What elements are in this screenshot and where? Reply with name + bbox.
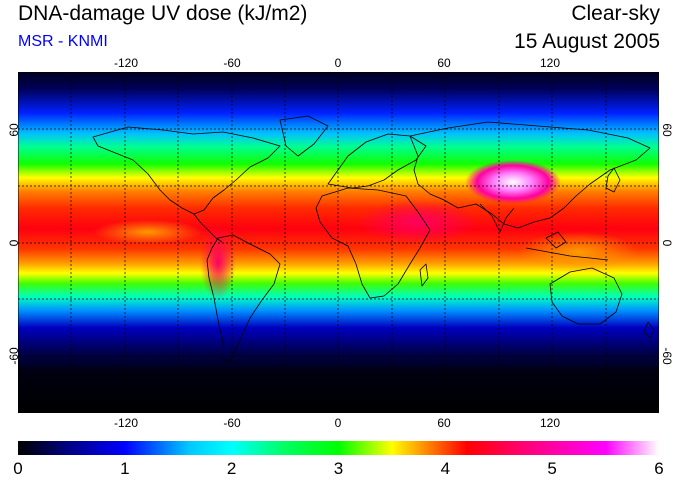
lon-tick-bottom: 0 — [334, 416, 342, 430]
lon-tick-top: 60 — [437, 56, 451, 70]
lon-tick-top: -60 — [223, 56, 241, 70]
maritime-lower-dose — [518, 232, 638, 272]
coastline-africa — [315, 187, 431, 299]
colorbar-label: 1 — [120, 459, 130, 478]
colorbar-label: 4 — [440, 459, 451, 478]
colorbar-label: 2 — [226, 459, 237, 478]
coastline-japan — [605, 167, 621, 193]
colorbar — [18, 441, 659, 455]
coastline-north-america — [92, 126, 281, 215]
coastline-south-america — [206, 234, 281, 363]
lon-tick-bottom: -120 — [113, 416, 139, 430]
date-label: 15 August 2005 — [514, 30, 660, 53]
coastline-greenland — [279, 115, 329, 157]
map-title: DNA-damage UV dose (kJ/m2) — [18, 2, 308, 25]
source-label: MSR - KNMI — [18, 33, 108, 50]
tibet-high-dose — [465, 160, 561, 204]
coastline-new-zealand — [643, 321, 655, 339]
colorbar-label: 0 — [13, 459, 23, 478]
coastline-central-america — [193, 213, 223, 243]
coastline-asia — [409, 121, 651, 229]
lon-tick-top: 120 — [539, 56, 561, 70]
uv-dose-map — [18, 72, 659, 413]
colorbar-gradient — [18, 441, 659, 455]
coastline-madagascar — [419, 263, 429, 287]
lat-tick-right: 60 — [660, 123, 674, 137]
lon-tick-bottom: -60 — [223, 416, 241, 430]
lat-tick-right: -60 — [660, 347, 674, 365]
coastline-indonesia — [525, 247, 609, 261]
lon-tick-top: -120 — [113, 56, 139, 70]
coastline-borneo — [545, 231, 567, 249]
africa-high-dose — [358, 200, 478, 244]
coastline-australia — [549, 267, 623, 325]
lon-tick-bottom: 120 — [539, 416, 561, 430]
coastline-europe — [327, 133, 427, 189]
sky-condition-label: Clear-sky — [571, 2, 660, 25]
lon-tick-bottom: 60 — [437, 416, 451, 430]
coastlines — [92, 115, 655, 363]
coastline-india — [479, 203, 515, 233]
colorbar-label: 6 — [654, 459, 664, 478]
lon-tick-top: 0 — [334, 56, 342, 70]
colorbar-label: 5 — [547, 459, 557, 478]
pacific-lower-dose — [93, 220, 203, 244]
colorbar-label: 3 — [333, 459, 344, 478]
lat-tick-right: 0 — [660, 239, 674, 247]
